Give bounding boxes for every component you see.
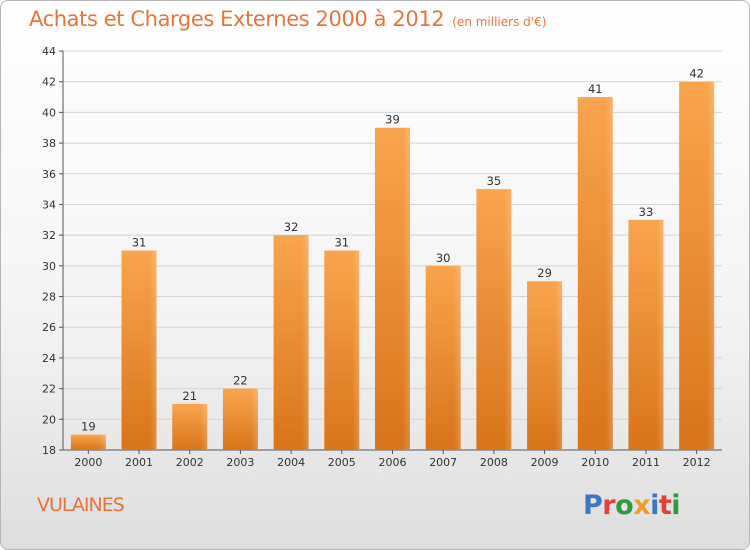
brand-letter: x [633,490,651,521]
y-tick-label: 32 [42,229,56,242]
brand-letter: P [583,490,603,521]
x-tick-label: 2008 [480,456,508,469]
bar-highlight [172,403,208,450]
bar-highlight [121,250,157,450]
bar-highlight [70,434,106,450]
chart-title: Achats et Charges Externes 2000 à 2012 (e… [29,7,546,31]
bar-highlight [476,189,512,450]
x-tick-label: 2010 [581,456,609,469]
brand-letter: i [650,490,659,521]
value-label: 22 [233,374,248,388]
chart-title-text: Achats et Charges Externes 2000 à 2012 [29,7,445,31]
brand-letter: t [658,490,672,521]
y-tick-label: 34 [42,198,56,211]
x-tick-label: 2003 [226,456,254,469]
value-label: 29 [537,266,552,280]
labels: 18 20 22 24 26 28 30 32 34 36 38 40 42 44 19 2000 31 2001… [42,45,711,469]
value-label: 30 [436,251,451,265]
y-tick-label: 38 [42,137,56,150]
y-tick-label: 36 [42,168,56,181]
y-tick-label: 30 [42,260,56,273]
bars [70,81,715,451]
value-label: 42 [689,67,704,81]
y-tick-label: 44 [42,45,56,58]
value-label: 39 [385,113,400,127]
y-tick-label: 20 [42,413,56,426]
y-tick-label: 26 [42,321,56,334]
bar-highlight [527,281,563,450]
bar-highlight [273,235,309,450]
y-tick-label: 24 [42,352,56,365]
x-tick-label: 2009 [531,456,559,469]
chart-unit: (en milliers d'€) [452,15,547,29]
bar-highlight [679,81,715,450]
value-label: 35 [487,174,502,188]
y-tick-label: 18 [42,444,56,457]
bar-highlight [375,127,410,450]
x-tick-label: 2004 [277,456,305,469]
bar-highlight [628,219,664,450]
brand-letter: o [615,490,634,521]
x-tick-label: 2006 [379,456,407,469]
value-label: 21 [182,389,197,403]
brand-letter: r [602,490,616,521]
y-tick-label: 22 [42,383,56,396]
value-label: 19 [81,420,96,434]
x-tick-label: 2002 [176,456,204,469]
x-tick-label: 2011 [632,456,660,469]
y-tick-label: 40 [42,106,56,119]
value-label: 31 [334,236,349,250]
y-tick-label: 28 [42,291,56,304]
brand-letter: i [671,490,681,521]
value-label: 41 [588,82,603,96]
y-tick-label: 42 [42,76,56,89]
x-tick-label: 2001 [125,456,153,469]
x-tick-label: 2005 [328,456,356,469]
value-label: 33 [639,205,654,219]
x-tick-label: 2012 [683,456,711,469]
x-tick-label: 2007 [429,456,457,469]
brand-logo: Proxiti [583,490,681,521]
bar-highlight [222,388,258,450]
x-tick-label: 2000 [74,456,102,469]
bar-highlight [577,97,613,451]
bar-highlight [425,265,461,450]
value-label: 31 [132,236,147,250]
place-name: VULAINES [37,494,125,516]
value-label: 32 [284,220,299,234]
bar-highlight [324,250,360,450]
